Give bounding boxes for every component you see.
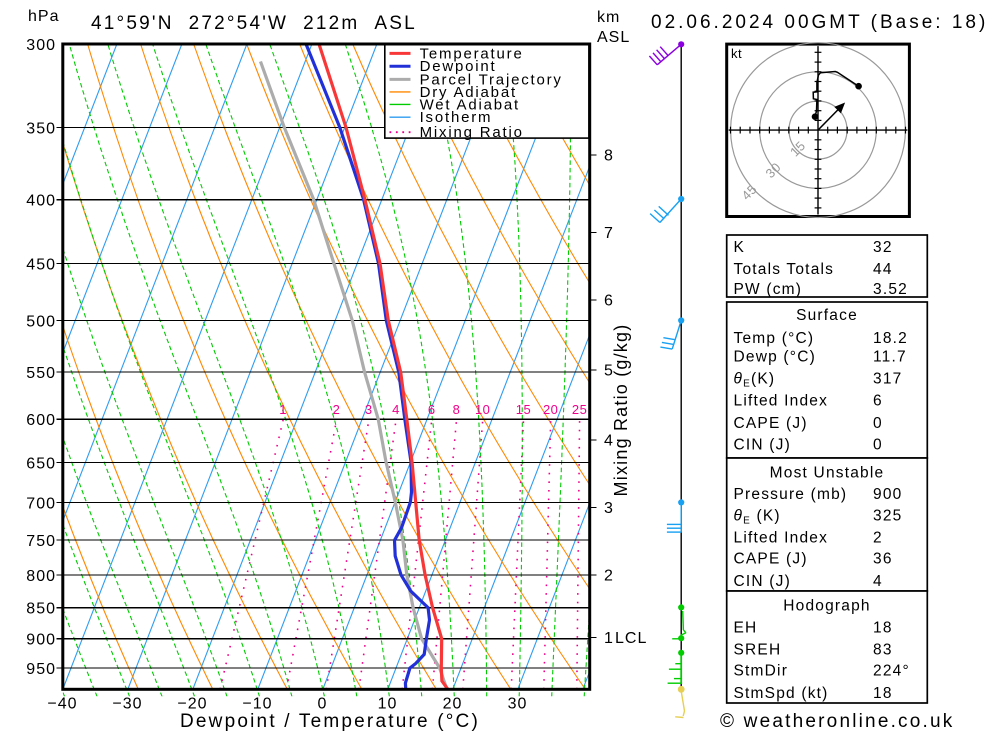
svg-text:32: 32 <box>873 239 893 256</box>
svg-text:8: 8 <box>453 402 461 417</box>
svg-text:Lifted Index: Lifted Index <box>734 529 829 546</box>
svg-text:Surface: Surface <box>796 307 858 324</box>
svg-text:Temperature: Temperature <box>420 45 524 62</box>
svg-text:CIN (J): CIN (J) <box>734 573 791 590</box>
svg-text:18.2: 18.2 <box>873 330 908 347</box>
svg-text:Dewpoint / Temperature (°C): Dewpoint / Temperature (°C) <box>180 711 480 732</box>
svg-text:44: 44 <box>873 261 893 278</box>
svg-text:800: 800 <box>26 568 56 585</box>
svg-text:36: 36 <box>873 551 893 568</box>
svg-text:1: 1 <box>279 402 287 417</box>
svg-text:km: km <box>597 9 620 26</box>
svg-text:PW (cm): PW (cm) <box>734 281 803 298</box>
svg-text:10: 10 <box>475 402 490 417</box>
svg-text:0: 0 <box>873 437 883 454</box>
svg-text:LCL: LCL <box>615 630 647 647</box>
svg-text:224°: 224° <box>873 663 910 680</box>
svg-text:30: 30 <box>508 696 528 713</box>
svg-text:2: 2 <box>333 402 341 417</box>
svg-text:Dewpoint: Dewpoint <box>420 58 497 75</box>
svg-text:2: 2 <box>873 529 883 546</box>
svg-text:−20: −20 <box>177 696 207 713</box>
svg-text:Temp (°C): Temp (°C) <box>734 330 815 347</box>
svg-text:SREH: SREH <box>734 641 782 658</box>
svg-text:300: 300 <box>26 37 56 54</box>
svg-text:950: 950 <box>26 661 56 678</box>
svg-text:700: 700 <box>26 496 56 513</box>
svg-text:15: 15 <box>516 402 531 417</box>
svg-text:350: 350 <box>26 120 56 137</box>
svg-text:StmSpd (kt): StmSpd (kt) <box>734 685 829 702</box>
svg-text:4: 4 <box>392 402 400 417</box>
svg-text:ASL: ASL <box>597 29 630 46</box>
svg-text:CAPE (J): CAPE (J) <box>734 551 808 568</box>
svg-text:18: 18 <box>873 619 893 636</box>
svg-text:20: 20 <box>443 696 463 713</box>
svg-text:0: 0 <box>318 696 328 713</box>
svg-text:750: 750 <box>26 533 56 550</box>
svg-text:Pressure (mb): Pressure (mb) <box>734 486 848 503</box>
svg-text:500: 500 <box>26 314 56 331</box>
svg-text:0: 0 <box>873 415 883 432</box>
svg-text:Dry Adiabat: Dry Adiabat <box>420 84 517 101</box>
svg-text:650: 650 <box>26 456 56 473</box>
svg-text:450: 450 <box>26 257 56 274</box>
svg-text:6: 6 <box>428 402 436 417</box>
svg-text:θE (K): θE (K) <box>734 507 781 526</box>
svg-text:Hodograph: Hodograph <box>783 598 871 615</box>
svg-text:850: 850 <box>26 601 56 618</box>
svg-text:900: 900 <box>873 486 902 503</box>
svg-text:CIN (J): CIN (J) <box>734 437 791 454</box>
svg-text:Mixing Ratio (g/kg): Mixing Ratio (g/kg) <box>611 324 631 497</box>
svg-text:© weatheronline.co.uk: © weatheronline.co.uk <box>720 711 954 732</box>
svg-text:5: 5 <box>604 363 614 380</box>
svg-text:−30: −30 <box>112 696 142 713</box>
svg-text:Wet Adiabat: Wet Adiabat <box>420 96 520 113</box>
svg-text:Lifted Index: Lifted Index <box>734 392 829 409</box>
svg-text:Parcel Trajectory: Parcel Trajectory <box>420 71 563 88</box>
svg-text:8: 8 <box>604 148 614 165</box>
svg-text:317: 317 <box>873 371 902 388</box>
svg-text:900: 900 <box>26 632 56 649</box>
svg-text:400: 400 <box>26 193 56 210</box>
svg-text:−10: −10 <box>242 696 272 713</box>
svg-text:02.06.2024 00GMT (Base: 18): 02.06.2024 00GMT (Base: 18) <box>651 12 988 33</box>
svg-text:3: 3 <box>604 500 614 517</box>
svg-text:11.7: 11.7 <box>873 349 907 366</box>
svg-text:6: 6 <box>873 392 883 409</box>
svg-text:hPa: hPa <box>28 8 59 25</box>
svg-text:3.52: 3.52 <box>873 281 908 298</box>
svg-text:1: 1 <box>604 630 614 647</box>
svg-text:4: 4 <box>604 433 614 450</box>
svg-text:600: 600 <box>26 412 56 429</box>
svg-text:Mixing Ratio: Mixing Ratio <box>420 124 524 141</box>
svg-text:K: K <box>734 239 746 256</box>
svg-text:4: 4 <box>873 573 883 590</box>
svg-text:EH: EH <box>734 619 758 636</box>
svg-text:10: 10 <box>378 696 398 713</box>
svg-text:θE(K): θE(K) <box>734 371 776 390</box>
svg-text:kt: kt <box>731 46 742 61</box>
svg-text:Most Unstable: Most Unstable <box>770 465 885 482</box>
svg-text:41°59'N 272°54'W 212m ASL: 41°59'N 272°54'W 212m ASL <box>91 13 417 34</box>
svg-text:3: 3 <box>365 402 373 417</box>
svg-text:20: 20 <box>543 402 558 417</box>
svg-text:18: 18 <box>873 685 893 702</box>
svg-text:83: 83 <box>873 641 893 658</box>
svg-text:−40: −40 <box>47 696 77 713</box>
svg-text:325: 325 <box>873 507 902 524</box>
svg-text:25: 25 <box>572 402 587 417</box>
svg-text:StmDir: StmDir <box>734 663 789 680</box>
svg-text:6: 6 <box>604 293 614 310</box>
svg-text:2: 2 <box>604 568 614 585</box>
svg-text:Isotherm: Isotherm <box>420 109 493 126</box>
svg-text:CAPE (J): CAPE (J) <box>734 415 808 432</box>
svg-text:Dewp (°C): Dewp (°C) <box>734 349 816 366</box>
svg-text:550: 550 <box>26 365 56 382</box>
svg-text:Totals Totals: Totals Totals <box>734 261 835 278</box>
svg-text:7: 7 <box>604 225 614 242</box>
